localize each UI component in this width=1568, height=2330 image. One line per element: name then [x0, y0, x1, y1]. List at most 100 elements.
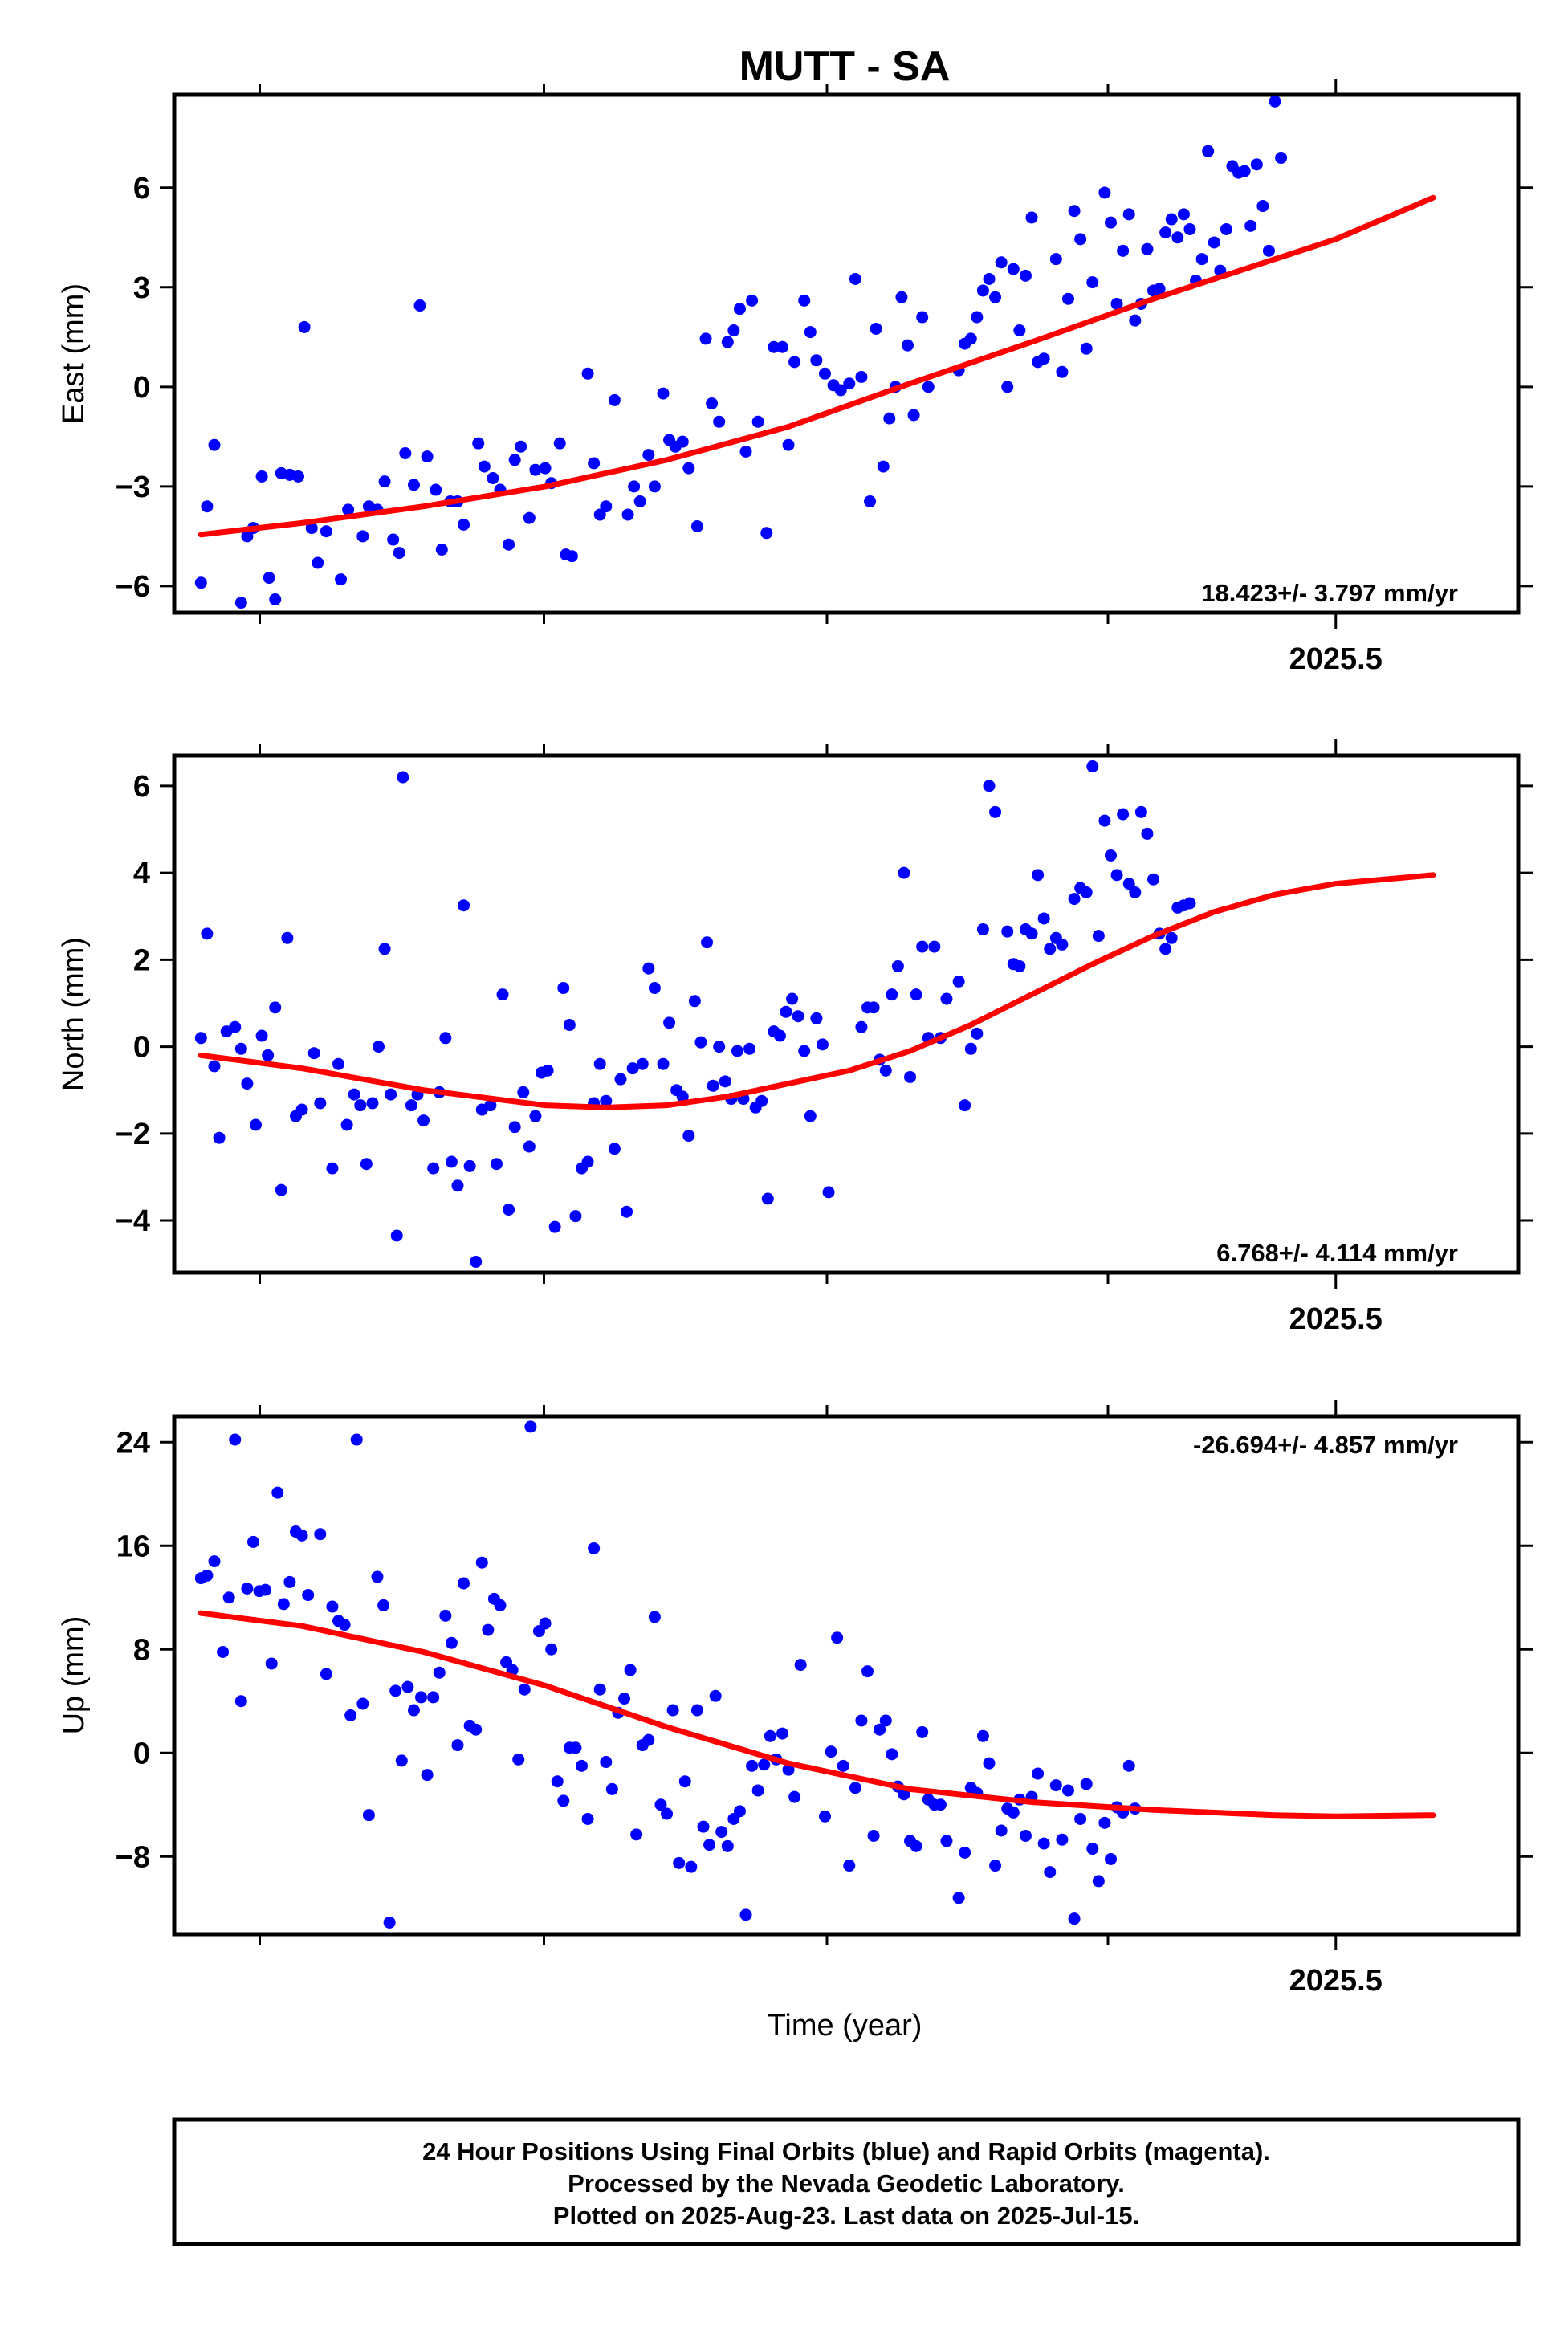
east-fit-line	[198, 194, 1436, 538]
up-data-point	[825, 1745, 837, 1758]
up-data-point	[1092, 1875, 1105, 1888]
up-data-point	[1104, 1852, 1117, 1865]
north-data-point	[971, 1027, 984, 1040]
east-data-point	[676, 435, 689, 448]
up-data-point	[624, 1664, 637, 1676]
north-data-point	[332, 1057, 345, 1070]
north-data-point	[201, 927, 214, 940]
north-data-point	[608, 1143, 621, 1155]
east-data-point	[472, 437, 485, 450]
east-data-point	[727, 324, 740, 337]
up-data-point	[1037, 1837, 1050, 1850]
north-data-point	[390, 1229, 403, 1242]
east-data-point	[1262, 244, 1275, 257]
up-data-point	[222, 1591, 235, 1604]
north-data-point	[1104, 849, 1117, 862]
east-data-point	[849, 272, 861, 285]
east-data-point	[539, 462, 552, 475]
north-data-point	[682, 1130, 695, 1143]
east-data-point	[983, 272, 996, 285]
north-data-point	[773, 1029, 786, 1042]
up-data-point	[794, 1659, 807, 1672]
up-data-point	[234, 1695, 247, 1708]
up-data-point	[618, 1693, 631, 1705]
east-data-point	[407, 479, 420, 491]
north-rate-label: 6.768+/- 4.114 mm/yr	[1216, 1239, 1458, 1267]
north-data-point	[470, 1255, 483, 1268]
up-data-point	[439, 1609, 452, 1622]
up-ytick-label: 24	[116, 1426, 150, 1460]
north-data-point	[614, 1073, 627, 1086]
north-data-point	[1134, 805, 1147, 818]
up-data-point	[874, 1723, 886, 1736]
up-data-point	[314, 1528, 327, 1541]
east-data-point	[1122, 208, 1135, 221]
up-data-point	[415, 1691, 428, 1704]
north-data-point	[1032, 869, 1045, 882]
east-data-point	[312, 556, 324, 569]
east-xtick-label: 2025.5	[1289, 642, 1383, 676]
east-data-point	[1025, 211, 1038, 224]
east-data-point	[1013, 324, 1026, 337]
east-data-point	[487, 472, 499, 485]
up-data-point	[995, 1824, 1008, 1837]
east-data-point	[657, 387, 670, 400]
east-data-point	[292, 470, 305, 483]
east-data-point	[529, 463, 542, 476]
east-data-point	[1238, 165, 1251, 177]
east-data-point	[1195, 253, 1208, 266]
north-data-point	[916, 940, 929, 953]
east-data-point	[194, 576, 207, 589]
east-data-point	[478, 460, 491, 473]
east-data-point	[508, 454, 521, 466]
north-data-point	[385, 1088, 397, 1101]
north-data-point	[262, 1049, 275, 1061]
up-data-point	[709, 1689, 722, 1702]
north-data-point	[241, 1077, 254, 1090]
up-data-point	[1086, 1843, 1099, 1855]
north-data-point	[563, 1019, 576, 1032]
north-data-point	[213, 1131, 226, 1144]
up-data-point	[557, 1794, 570, 1807]
panel-up: 24 16 8 0 −8 2025.5 Up (mm) -26.694+/- 4.857 mm…	[57, 1400, 1533, 1998]
east-data-point	[1220, 222, 1232, 235]
north-data-point	[354, 1099, 367, 1112]
up-data-point	[600, 1756, 613, 1769]
north-data-point	[373, 1041, 385, 1053]
up-data-point	[654, 1798, 667, 1811]
north-data-point	[648, 982, 661, 995]
north-data-point	[804, 1110, 817, 1122]
north-data-point	[1068, 893, 1081, 906]
east-points	[194, 95, 1288, 609]
up-data-point	[283, 1575, 296, 1588]
east-data-point	[1049, 253, 1062, 266]
north-data-point	[397, 771, 409, 784]
up-data-point	[1080, 1778, 1093, 1790]
east-data-point	[902, 339, 914, 352]
footer-line-3: Plotted on 2025-Aug-23. Last data on 202…	[553, 2202, 1139, 2230]
panels-group: 6 3 0 −3 −6 2025.5 East (mm) 18.423+/- 3.797 mm…	[57, 79, 1533, 1998]
north-data-point	[378, 943, 391, 955]
north-data-point	[1129, 886, 1142, 898]
up-ytick-label: −8	[116, 1840, 150, 1874]
east-data-point	[435, 543, 448, 556]
north-data-point	[1141, 827, 1154, 840]
east-data-point	[751, 415, 764, 428]
up-data-point	[690, 1704, 703, 1717]
up-data-point	[201, 1569, 214, 1582]
north-ytick-label: 2	[133, 943, 150, 977]
up-rate-label: -26.694+/- 4.857 mm/yr	[1193, 1431, 1458, 1459]
north-data-point	[940, 992, 953, 1005]
east-data-point	[633, 495, 646, 507]
up-data-point	[934, 1798, 947, 1811]
up-data-point	[512, 1753, 525, 1766]
east-ytick-label: −6	[116, 570, 150, 604]
north-data-point	[810, 1012, 823, 1024]
north-data-point	[1098, 814, 1111, 827]
up-data-point	[1061, 1784, 1074, 1797]
east-data-point	[1019, 269, 1032, 282]
up-frame	[172, 1414, 1521, 1937]
up-data-point	[673, 1856, 686, 1869]
east-data-point	[916, 311, 929, 324]
east-data-point	[713, 415, 726, 428]
